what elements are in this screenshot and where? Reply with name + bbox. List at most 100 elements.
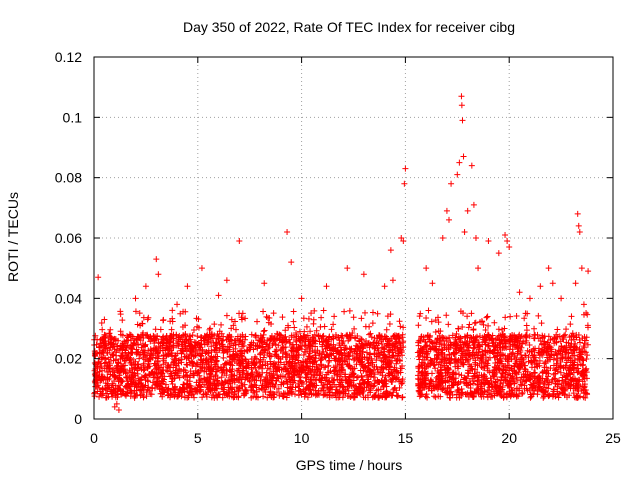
data-point <box>187 385 194 392</box>
data-point <box>193 387 200 394</box>
data-point <box>198 352 205 359</box>
data-point <box>561 332 568 339</box>
y-tick-label: 0 <box>74 411 82 427</box>
data-point <box>475 265 482 272</box>
data-point <box>362 309 369 316</box>
data-point <box>156 386 163 393</box>
data-point <box>342 373 349 380</box>
data-point <box>482 339 489 346</box>
data-point <box>232 345 239 352</box>
data-point <box>398 380 405 387</box>
data-point <box>565 366 572 373</box>
data-point <box>400 338 407 345</box>
data-point <box>506 244 513 251</box>
data-point <box>202 334 209 341</box>
data-point <box>525 358 532 365</box>
data-point <box>101 331 108 338</box>
data-point <box>539 388 546 395</box>
data-point <box>582 367 589 374</box>
data-point <box>493 369 500 376</box>
data-point <box>252 353 259 360</box>
data-point <box>394 393 401 400</box>
data-point <box>117 376 124 383</box>
data-point <box>485 331 492 338</box>
data-point <box>545 333 552 340</box>
data-point <box>479 334 486 341</box>
data-point <box>213 368 220 375</box>
data-point <box>106 375 113 382</box>
data-point <box>108 390 115 397</box>
data-point <box>290 356 297 363</box>
data-point <box>367 341 374 348</box>
data-point <box>145 378 152 385</box>
data-point <box>497 340 504 347</box>
data-point <box>241 390 248 397</box>
y-tick-label: 0.04 <box>55 290 82 306</box>
data-point <box>499 386 506 393</box>
data-point <box>376 368 383 375</box>
data-point <box>516 340 523 347</box>
data-point <box>334 334 341 341</box>
data-point <box>148 384 155 391</box>
data-point <box>582 349 589 356</box>
data-point <box>459 350 466 357</box>
data-point <box>317 357 324 364</box>
data-point <box>113 365 120 372</box>
data-point <box>584 311 591 318</box>
data-point <box>582 387 589 393</box>
data-point <box>499 369 506 376</box>
data-point <box>262 341 269 348</box>
data-point <box>164 363 171 370</box>
data-point <box>264 394 271 401</box>
data-point <box>203 339 210 346</box>
data-point <box>325 369 332 376</box>
data-point <box>460 361 467 368</box>
data-point <box>275 375 282 382</box>
data-point <box>552 376 559 383</box>
data-point <box>115 337 122 344</box>
data-point <box>522 332 529 339</box>
data-point <box>579 335 586 342</box>
data-point <box>124 378 131 385</box>
data-point <box>175 372 182 379</box>
data-point <box>203 377 210 384</box>
data-point <box>173 362 180 369</box>
data-point <box>140 394 147 401</box>
data-point <box>389 392 396 399</box>
data-point <box>469 352 476 359</box>
data-point <box>314 347 321 354</box>
x-tick-label: 10 <box>294 430 310 446</box>
data-point <box>483 377 490 384</box>
data-point <box>160 336 167 343</box>
data-point <box>376 332 383 339</box>
data-point <box>529 391 536 398</box>
data-point <box>583 334 590 341</box>
data-point <box>353 390 360 397</box>
data-point <box>261 352 268 359</box>
data-point <box>112 394 119 401</box>
data-point <box>567 371 574 378</box>
data-point <box>124 390 131 397</box>
data-point <box>254 370 261 377</box>
data-point <box>153 333 160 340</box>
data-point <box>159 386 166 393</box>
data-point <box>216 328 223 335</box>
data-point <box>358 359 365 366</box>
data-point <box>112 374 119 381</box>
data-point <box>480 321 487 328</box>
data-point <box>329 392 336 399</box>
data-point <box>192 363 199 370</box>
data-point <box>572 376 579 383</box>
data-point <box>549 280 556 287</box>
data-point <box>387 311 394 318</box>
data-point <box>228 325 235 332</box>
data-point <box>137 364 144 371</box>
data-point <box>531 347 538 354</box>
data-point <box>539 335 546 342</box>
data-point <box>458 385 465 392</box>
data-point <box>136 310 143 317</box>
data-point <box>534 360 541 367</box>
data-point <box>394 358 401 365</box>
data-point <box>351 394 358 401</box>
